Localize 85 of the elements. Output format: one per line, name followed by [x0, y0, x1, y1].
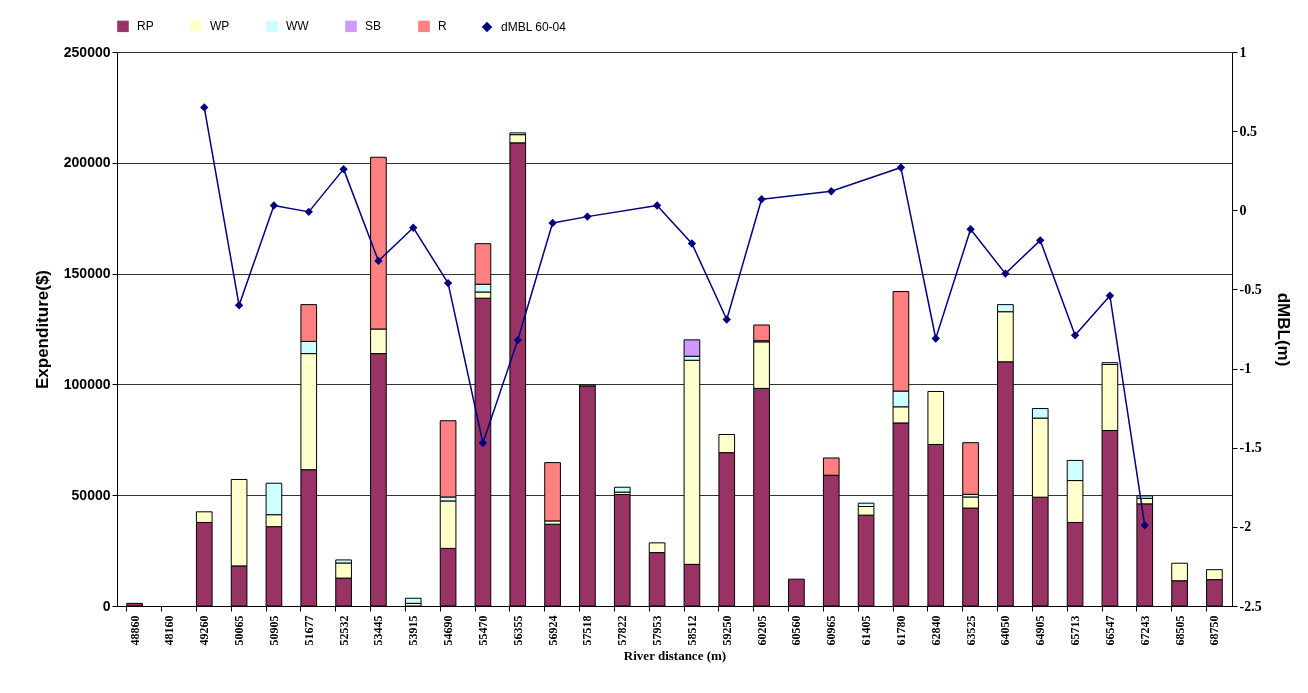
bar — [753, 324, 770, 342]
x-tick-label: 48860 — [127, 615, 142, 646]
y2-tick-label: 1 — [1239, 44, 1247, 60]
point — [827, 187, 836, 196]
x-tick-label: 48160 — [162, 615, 177, 646]
bar — [962, 442, 979, 495]
x-tick-label: 55470 — [475, 615, 490, 646]
point — [548, 218, 557, 228]
y-tick-label: 200000 — [63, 154, 111, 171]
x-tick-label: 61405 — [859, 615, 874, 646]
x-tick-label: 60965 — [824, 615, 839, 646]
x-tick-label: 64050 — [998, 615, 1013, 646]
point — [478, 438, 488, 448]
x-tick-label: 60560 — [789, 615, 804, 646]
point — [269, 201, 279, 210]
x-tick-label: 52532 — [336, 615, 351, 646]
point — [757, 195, 766, 204]
y2-axis-title: dMBL(m) — [1273, 292, 1293, 367]
x-tick-label: 58512 — [684, 615, 699, 646]
x-tick-label: 65713 — [1068, 615, 1083, 646]
point — [409, 223, 418, 232]
point — [931, 334, 940, 343]
point — [896, 163, 906, 172]
point — [513, 335, 522, 345]
x-tick-label: 61780 — [893, 615, 908, 646]
y-tick-label: 100000 — [63, 375, 111, 392]
x-tick-label: 56924 — [545, 615, 560, 646]
x-tick-label: 57822 — [615, 615, 630, 646]
point — [234, 301, 244, 310]
point — [1140, 521, 1149, 530]
y-tick-label: 0 — [102, 597, 111, 614]
y2-tick-label: -1.5 — [1239, 440, 1262, 456]
x-tick-label: 63525 — [963, 615, 978, 646]
point — [443, 278, 453, 288]
x-tick-label: 59250 — [719, 615, 734, 646]
y2-tick-label: 0 — [1239, 202, 1247, 218]
point — [722, 315, 731, 324]
bar — [683, 339, 701, 357]
point — [966, 225, 975, 234]
y2-tick-label: 0.5 — [1239, 123, 1257, 139]
y-axis-title: Expenditure($) — [32, 269, 52, 390]
x-tick-label: 50065 — [232, 615, 247, 646]
x-axis-title: River distance (m) — [623, 647, 727, 663]
legend-label: WW — [286, 19, 310, 34]
point — [687, 239, 697, 248]
point — [1001, 269, 1010, 278]
legend-label: WP — [210, 19, 230, 34]
y-tick-label: 150000 — [63, 265, 111, 282]
bar — [404, 597, 422, 604]
y-tick-label: 250000 — [63, 43, 111, 60]
point — [339, 164, 348, 174]
x-tick-label: 57518 — [580, 615, 595, 646]
point — [374, 256, 383, 266]
x-tick-label: 49260 — [197, 615, 212, 646]
x-tick-label: 66547 — [1102, 615, 1117, 646]
legend-label: R — [438, 19, 447, 34]
point — [200, 103, 209, 112]
point — [1105, 291, 1115, 300]
legend-label: dMBL 60-04 — [501, 20, 567, 34]
x-tick-label: 67243 — [1137, 615, 1152, 646]
bar — [613, 486, 631, 493]
y2-tick-label: -2.5 — [1239, 598, 1262, 614]
x-tick-label: 60205 — [754, 615, 769, 646]
x-tick-label: 62840 — [928, 615, 943, 646]
point — [304, 207, 313, 217]
x-tick-label: 57953 — [650, 615, 665, 646]
y-tick-label: 50000 — [71, 486, 111, 503]
point — [1070, 331, 1080, 340]
x-tick-label: 53445 — [371, 615, 386, 646]
point — [583, 212, 592, 221]
point — [652, 201, 662, 210]
x-tick-label: 68750 — [1207, 615, 1222, 646]
point — [1036, 236, 1045, 245]
y2-tick-label: -0.5 — [1239, 281, 1262, 297]
x-tick-label: 54690 — [441, 615, 456, 646]
x-tick-label: 51677 — [301, 615, 316, 646]
x-tick-label: 50905 — [266, 615, 281, 646]
x-tick-label: 64905 — [1033, 615, 1048, 646]
x-tick-label: 53915 — [406, 615, 421, 646]
y2-tick-label: -1 — [1239, 361, 1252, 377]
legend-label: SB — [365, 19, 382, 34]
x-tick-label: 68505 — [1172, 615, 1187, 646]
legend-label: RP — [137, 19, 154, 34]
x-tick-label: 56355 — [510, 615, 525, 646]
y2-tick-label: -2 — [1239, 519, 1252, 535]
